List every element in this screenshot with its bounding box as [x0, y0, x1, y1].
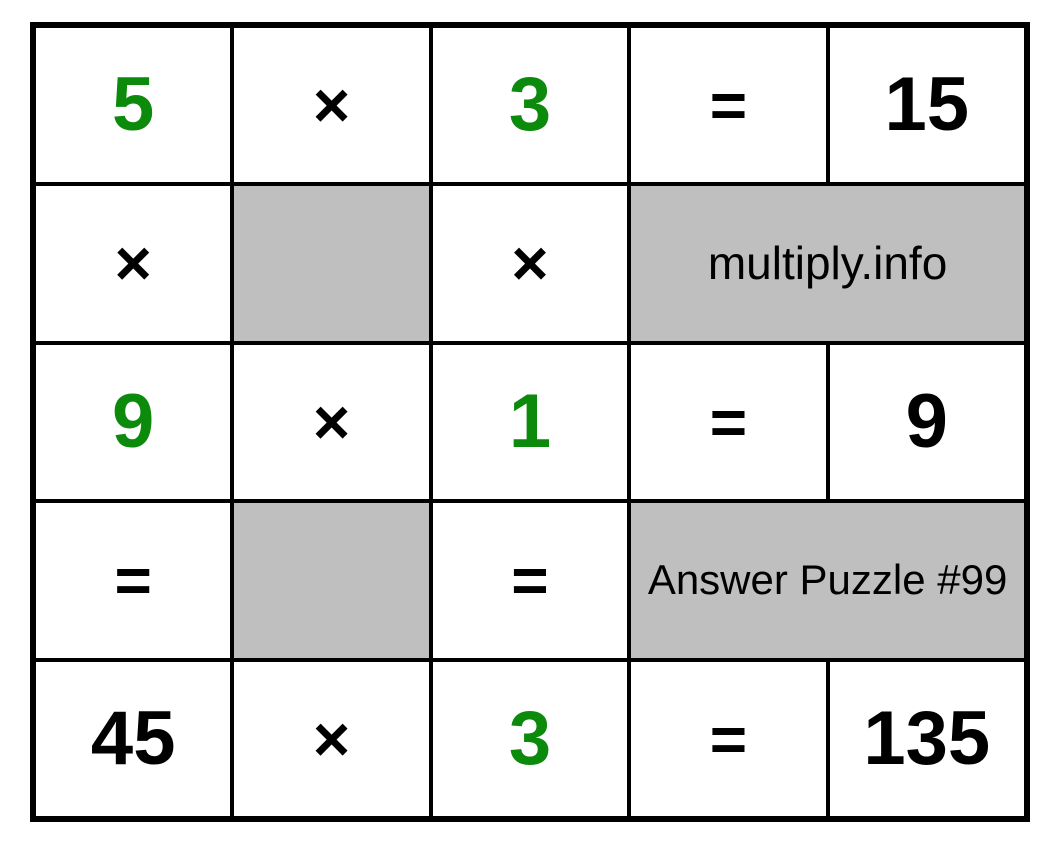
cell-r3-title: Answer Puzzle #99 [629, 501, 1026, 659]
cell-r4c2: 3 [431, 660, 629, 818]
cell-r3c2-operator: = [431, 501, 629, 659]
cell-r2c2: 1 [431, 343, 629, 501]
cell-r4c0: 45 [34, 660, 232, 818]
cell-r3c1-blank [232, 501, 430, 659]
cell-r3c0-operator: = [34, 501, 232, 659]
cell-r1c0-operator: × [34, 184, 232, 342]
cell-r0c1-operator: × [232, 26, 430, 184]
puzzle-grid: 5 × 3 = 15 × × multiply.info 9 × 1 = 9 =… [30, 22, 1030, 822]
cell-r1c1-blank [232, 184, 430, 342]
cell-r0c3-operator: = [629, 26, 827, 184]
cell-r2c3-operator: = [629, 343, 827, 501]
cell-r2c0: 9 [34, 343, 232, 501]
cell-r1-brand: multiply.info [629, 184, 1026, 342]
cell-r2c1-operator: × [232, 343, 430, 501]
cell-r0c0: 5 [34, 26, 232, 184]
cell-r4c4: 135 [828, 660, 1026, 818]
cell-r0c2: 3 [431, 26, 629, 184]
cell-r1c2-operator: × [431, 184, 629, 342]
cell-r0c4: 15 [828, 26, 1026, 184]
cell-r4c1-operator: × [232, 660, 430, 818]
cell-r4c3-operator: = [629, 660, 827, 818]
cell-r2c4: 9 [828, 343, 1026, 501]
